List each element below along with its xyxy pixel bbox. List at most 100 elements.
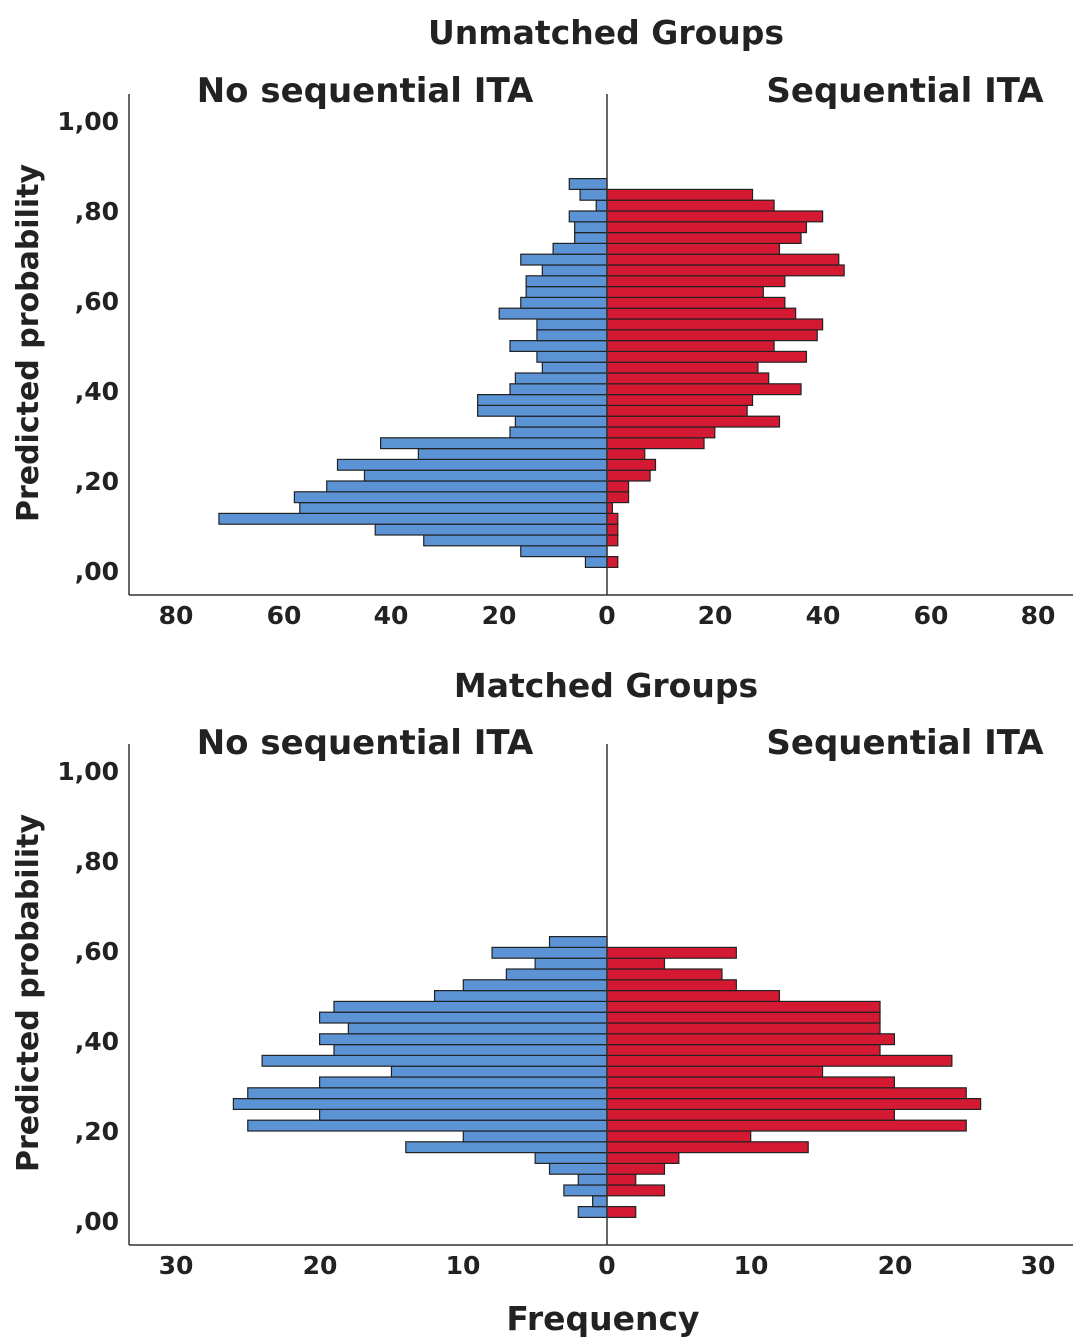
unmatched-right-bar	[606, 296, 786, 309]
matched-left-bar	[548, 1162, 608, 1175]
unmatched-x-tick: 80	[1021, 601, 1056, 630]
matched-y-axis-label: Predicted probability	[11, 814, 46, 1173]
matched-left-bar	[232, 1097, 608, 1110]
unmatched-left-bar	[374, 523, 608, 536]
matched-left-bar	[261, 1054, 608, 1067]
unmatched-left-bar	[525, 275, 608, 288]
unmatched-x-tick: 40	[806, 601, 841, 630]
unmatched-left-bar	[423, 534, 608, 547]
unmatched-bars	[218, 178, 845, 568]
unmatched-right-bar	[606, 458, 657, 471]
unmatched-left-bar	[520, 545, 608, 558]
matched-left-bar	[462, 1130, 608, 1143]
unmatched-y-tick: ,00	[75, 557, 119, 586]
unmatched-y-axis-label: Predicted probability	[11, 164, 46, 523]
unmatched-x-tick: 0	[598, 601, 615, 630]
matched-right-bar	[606, 1130, 752, 1143]
matched-left-bar	[319, 1033, 608, 1046]
matched-right-bar	[606, 1054, 953, 1067]
unmatched-y-tick: 1,00	[57, 107, 119, 136]
matched-title: Matched Groups	[454, 666, 758, 705]
unmatched-x-tick: 20	[482, 601, 517, 630]
matched-right-bar	[606, 946, 737, 959]
unmatched-left-bar	[525, 286, 608, 299]
unmatched-right-bar	[606, 307, 797, 320]
matched-left-bar	[577, 1205, 608, 1218]
unmatched-right-bar	[606, 350, 808, 363]
matched-right-bar	[606, 957, 666, 970]
unmatched-right-bar	[606, 199, 775, 212]
unmatched-left-bar	[541, 361, 608, 374]
unmatched-left-bar	[477, 404, 608, 417]
matched-y-tick: ,80	[75, 847, 119, 876]
unmatched-left-label: No sequential ITA	[197, 71, 534, 111]
unmatched-right-bar	[606, 286, 764, 299]
matched-x-tick: 10	[446, 1251, 481, 1280]
unmatched-left-bar	[336, 458, 608, 471]
unmatched-right-bar	[606, 491, 630, 504]
matched-left-bar	[319, 1011, 608, 1024]
matched-left-bar	[534, 1151, 608, 1164]
unmatched-left-bar	[552, 242, 608, 255]
unmatched-title: Unmatched Groups	[428, 13, 784, 52]
unmatched-right-bar	[606, 448, 646, 461]
matched-left-bar	[534, 957, 608, 970]
matched-x-tick: 30	[1021, 1251, 1056, 1280]
unmatched-left-bar	[579, 188, 608, 201]
matched-right-label: Sequential ITA	[766, 723, 1044, 763]
unmatched-left-bar	[568, 178, 608, 191]
matched-right-bar	[606, 1076, 895, 1089]
matched-left-bar	[390, 1065, 608, 1078]
unmatched-left-bar	[536, 350, 608, 363]
unmatched-panel: Unmatched Groups No sequential ITA Seque…	[11, 13, 1073, 630]
unmatched-left-bar	[477, 394, 608, 407]
unmatched-left-bar	[520, 253, 608, 266]
unmatched-left-bar	[326, 480, 608, 493]
unmatched-left-bar	[514, 372, 608, 385]
unmatched-right-bar	[606, 555, 619, 568]
unmatched-y-tick: ,80	[75, 197, 119, 226]
matched-right-bar	[606, 1065, 824, 1078]
unmatched-x-tick: 80	[159, 601, 194, 630]
matched-y-tick: ,60	[75, 937, 119, 966]
matched-right-bar	[606, 1033, 895, 1046]
unmatched-x-ticks: 80 60 40 20 0 20 40 60 80	[159, 601, 1056, 630]
matched-x-tick: 10	[734, 1251, 769, 1280]
unmatched-left-bar	[363, 469, 608, 482]
matched-left-bar	[319, 1108, 608, 1121]
unmatched-right-bar	[606, 232, 802, 245]
unmatched-x-tick: 60	[914, 601, 949, 630]
unmatched-right-bar	[606, 534, 619, 547]
matched-right-bar	[606, 979, 737, 992]
unmatched-right-bar	[606, 404, 748, 417]
matched-left-bar	[462, 979, 608, 992]
matched-y-tick: ,00	[75, 1207, 119, 1236]
unmatched-left-bar	[574, 232, 608, 245]
unmatched-right-bar	[606, 415, 781, 428]
matched-left-bar	[333, 1000, 608, 1013]
matched-right-bar	[606, 1011, 881, 1024]
unmatched-right-bar	[606, 469, 651, 482]
unmatched-right-bar	[606, 480, 630, 493]
unmatched-right-bar	[606, 242, 781, 255]
matched-left-bar	[333, 1043, 608, 1056]
unmatched-right-label: Sequential ITA	[766, 71, 1044, 111]
unmatched-right-bar	[606, 329, 818, 342]
unmatched-y-tick: ,40	[75, 377, 119, 406]
unmatched-left-bar	[509, 340, 608, 353]
unmatched-right-bar	[606, 394, 754, 407]
matched-right-bar	[606, 1097, 982, 1110]
unmatched-left-bar	[293, 491, 608, 504]
matched-right-bar	[606, 968, 723, 981]
unmatched-left-bar	[541, 264, 608, 277]
unmatched-right-bar	[606, 318, 824, 331]
matched-left-bar	[405, 1141, 608, 1154]
matched-right-bar	[606, 1022, 881, 1035]
unmatched-left-bar	[380, 437, 608, 450]
matched-y-ticks: 1,00 ,80 ,60 ,40 ,20 ,00	[57, 757, 119, 1236]
matched-x-tick: 20	[303, 1251, 338, 1280]
unmatched-right-bar	[606, 188, 754, 201]
unmatched-x-tick: 40	[374, 601, 409, 630]
matched-panel: Matched Groups No sequential ITA Sequent…	[11, 666, 1073, 1338]
